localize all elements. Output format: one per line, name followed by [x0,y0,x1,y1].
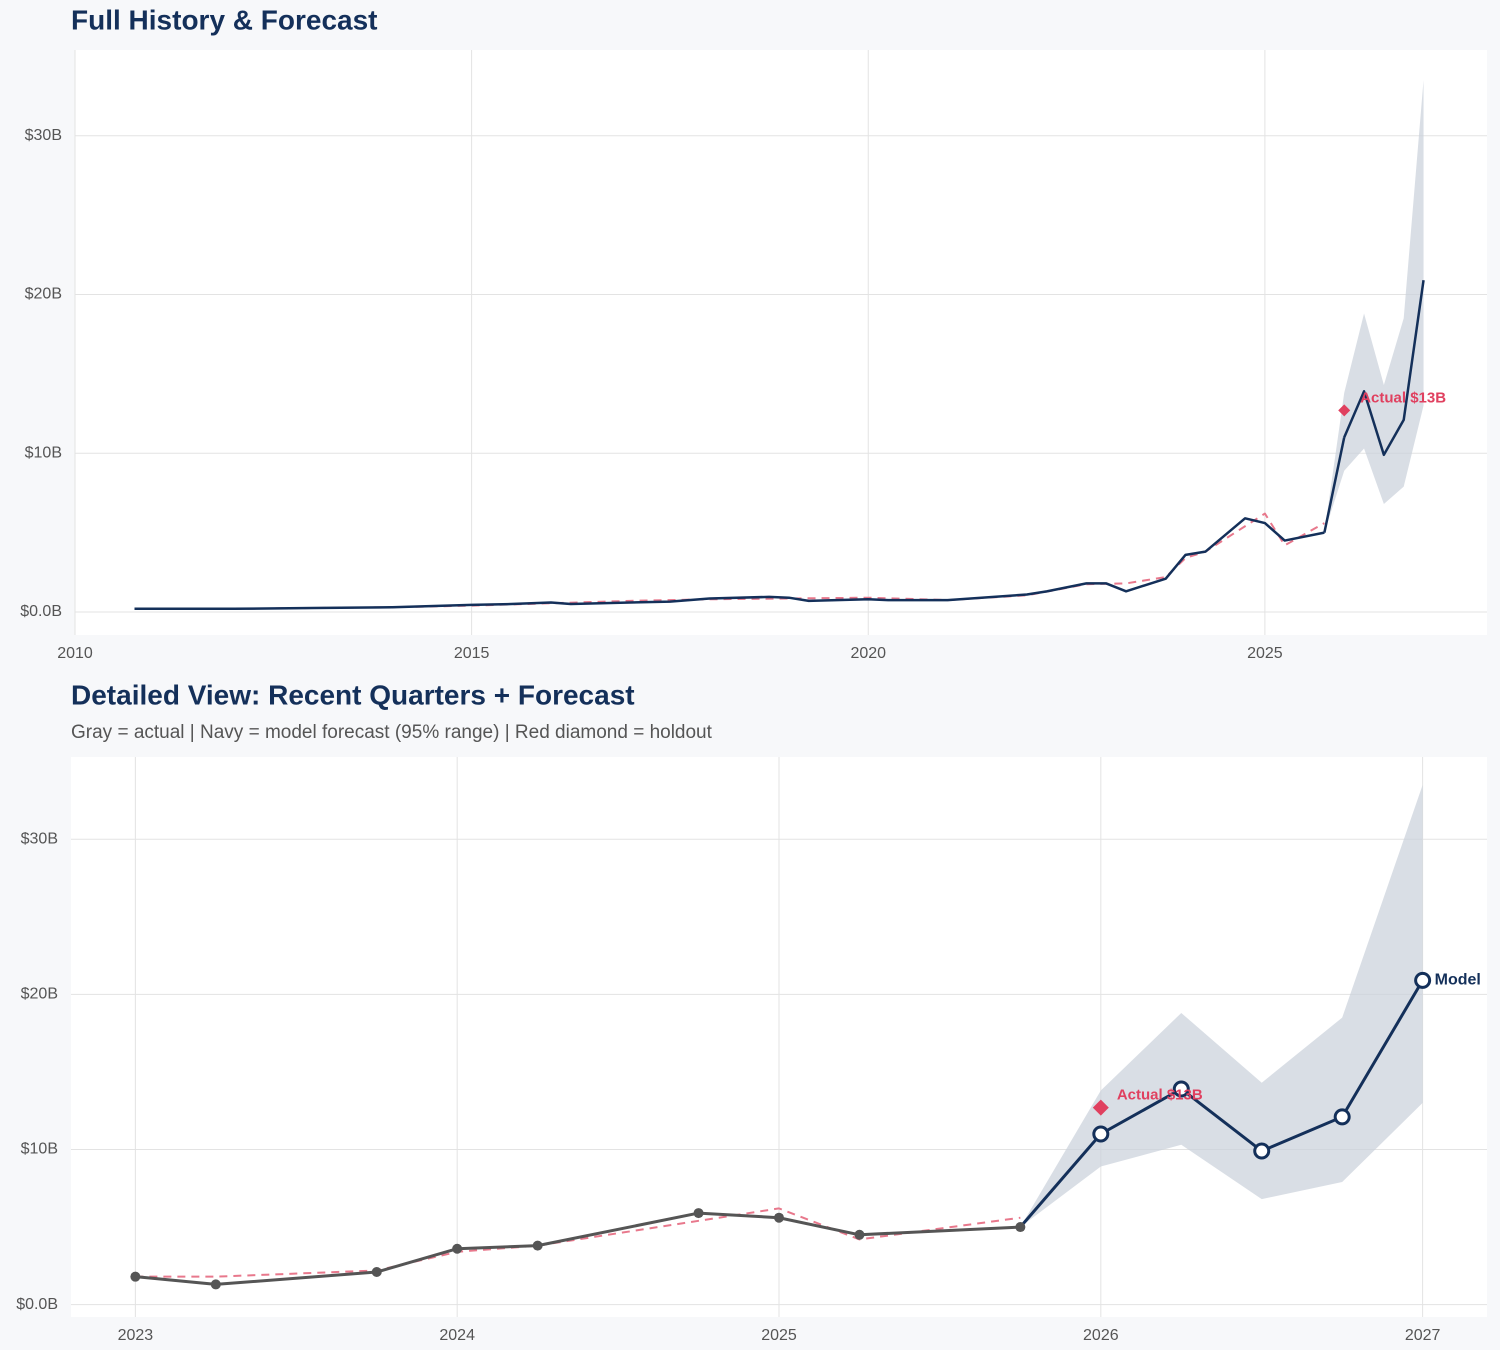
forecast-connector [1019,1132,1102,1229]
actual-point [371,1267,382,1278]
x-tick-label: 2024 [439,1327,475,1344]
actual-point [774,1212,784,1223]
x-tick-label: 2020 [850,645,886,662]
forecast-line [1343,280,1425,457]
forecast-connector [1323,437,1346,533]
forecast-point [1333,1108,1351,1126]
y-tick-label: $0.0B [20,603,62,620]
holdout-marker [1338,404,1351,417]
actual-point [130,1271,141,1282]
y-tick-label: $30B [25,127,62,144]
holdout-label: Actual $13B [1360,389,1446,406]
x-tick-label: 2023 [118,1327,154,1344]
x-tick-label: 2027 [1405,1327,1441,1344]
y-tick-label: $10B [21,1141,58,1158]
forecast-point [1172,1080,1190,1098]
actual-point [532,1240,543,1251]
y-tick-label: $30B [21,830,58,847]
y-tick-label: $20B [21,986,58,1003]
actual-line [134,517,1325,611]
forecast-point [1092,1125,1110,1143]
x-tick-label: 2025 [1247,645,1283,662]
chart-title: Detailed View: Recent Quarters + Forecas… [71,679,635,710]
holdout-marker [1092,1099,1109,1116]
x-tick-label: 2025 [761,1327,797,1344]
chart-subtitle: Gray = actual | Navy = model forecast (9… [71,722,713,743]
actual-point [693,1208,704,1219]
actual-point [452,1243,463,1254]
chart-title: Full History & Forecast [71,4,378,35]
forecast-point [1253,1142,1271,1160]
forecast-label: Model [1435,972,1481,989]
actual-point [1015,1222,1026,1233]
y-tick-label: $20B [25,286,62,303]
forecast-point [1414,971,1432,989]
x-tick-label: 2026 [1083,1327,1119,1344]
plot-area [75,50,1487,635]
y-tick-label: $10B [25,444,62,461]
forecast-band [1020,784,1423,1228]
x-tick-label: 2010 [57,645,93,662]
holdout-label: Actual $13B [1117,1087,1203,1104]
y-tick-label: $0.0B [16,1296,58,1313]
forecast-band [1324,80,1424,533]
actual-point [210,1279,221,1290]
x-tick-label: 2015 [454,645,490,662]
actual-point [854,1229,865,1240]
